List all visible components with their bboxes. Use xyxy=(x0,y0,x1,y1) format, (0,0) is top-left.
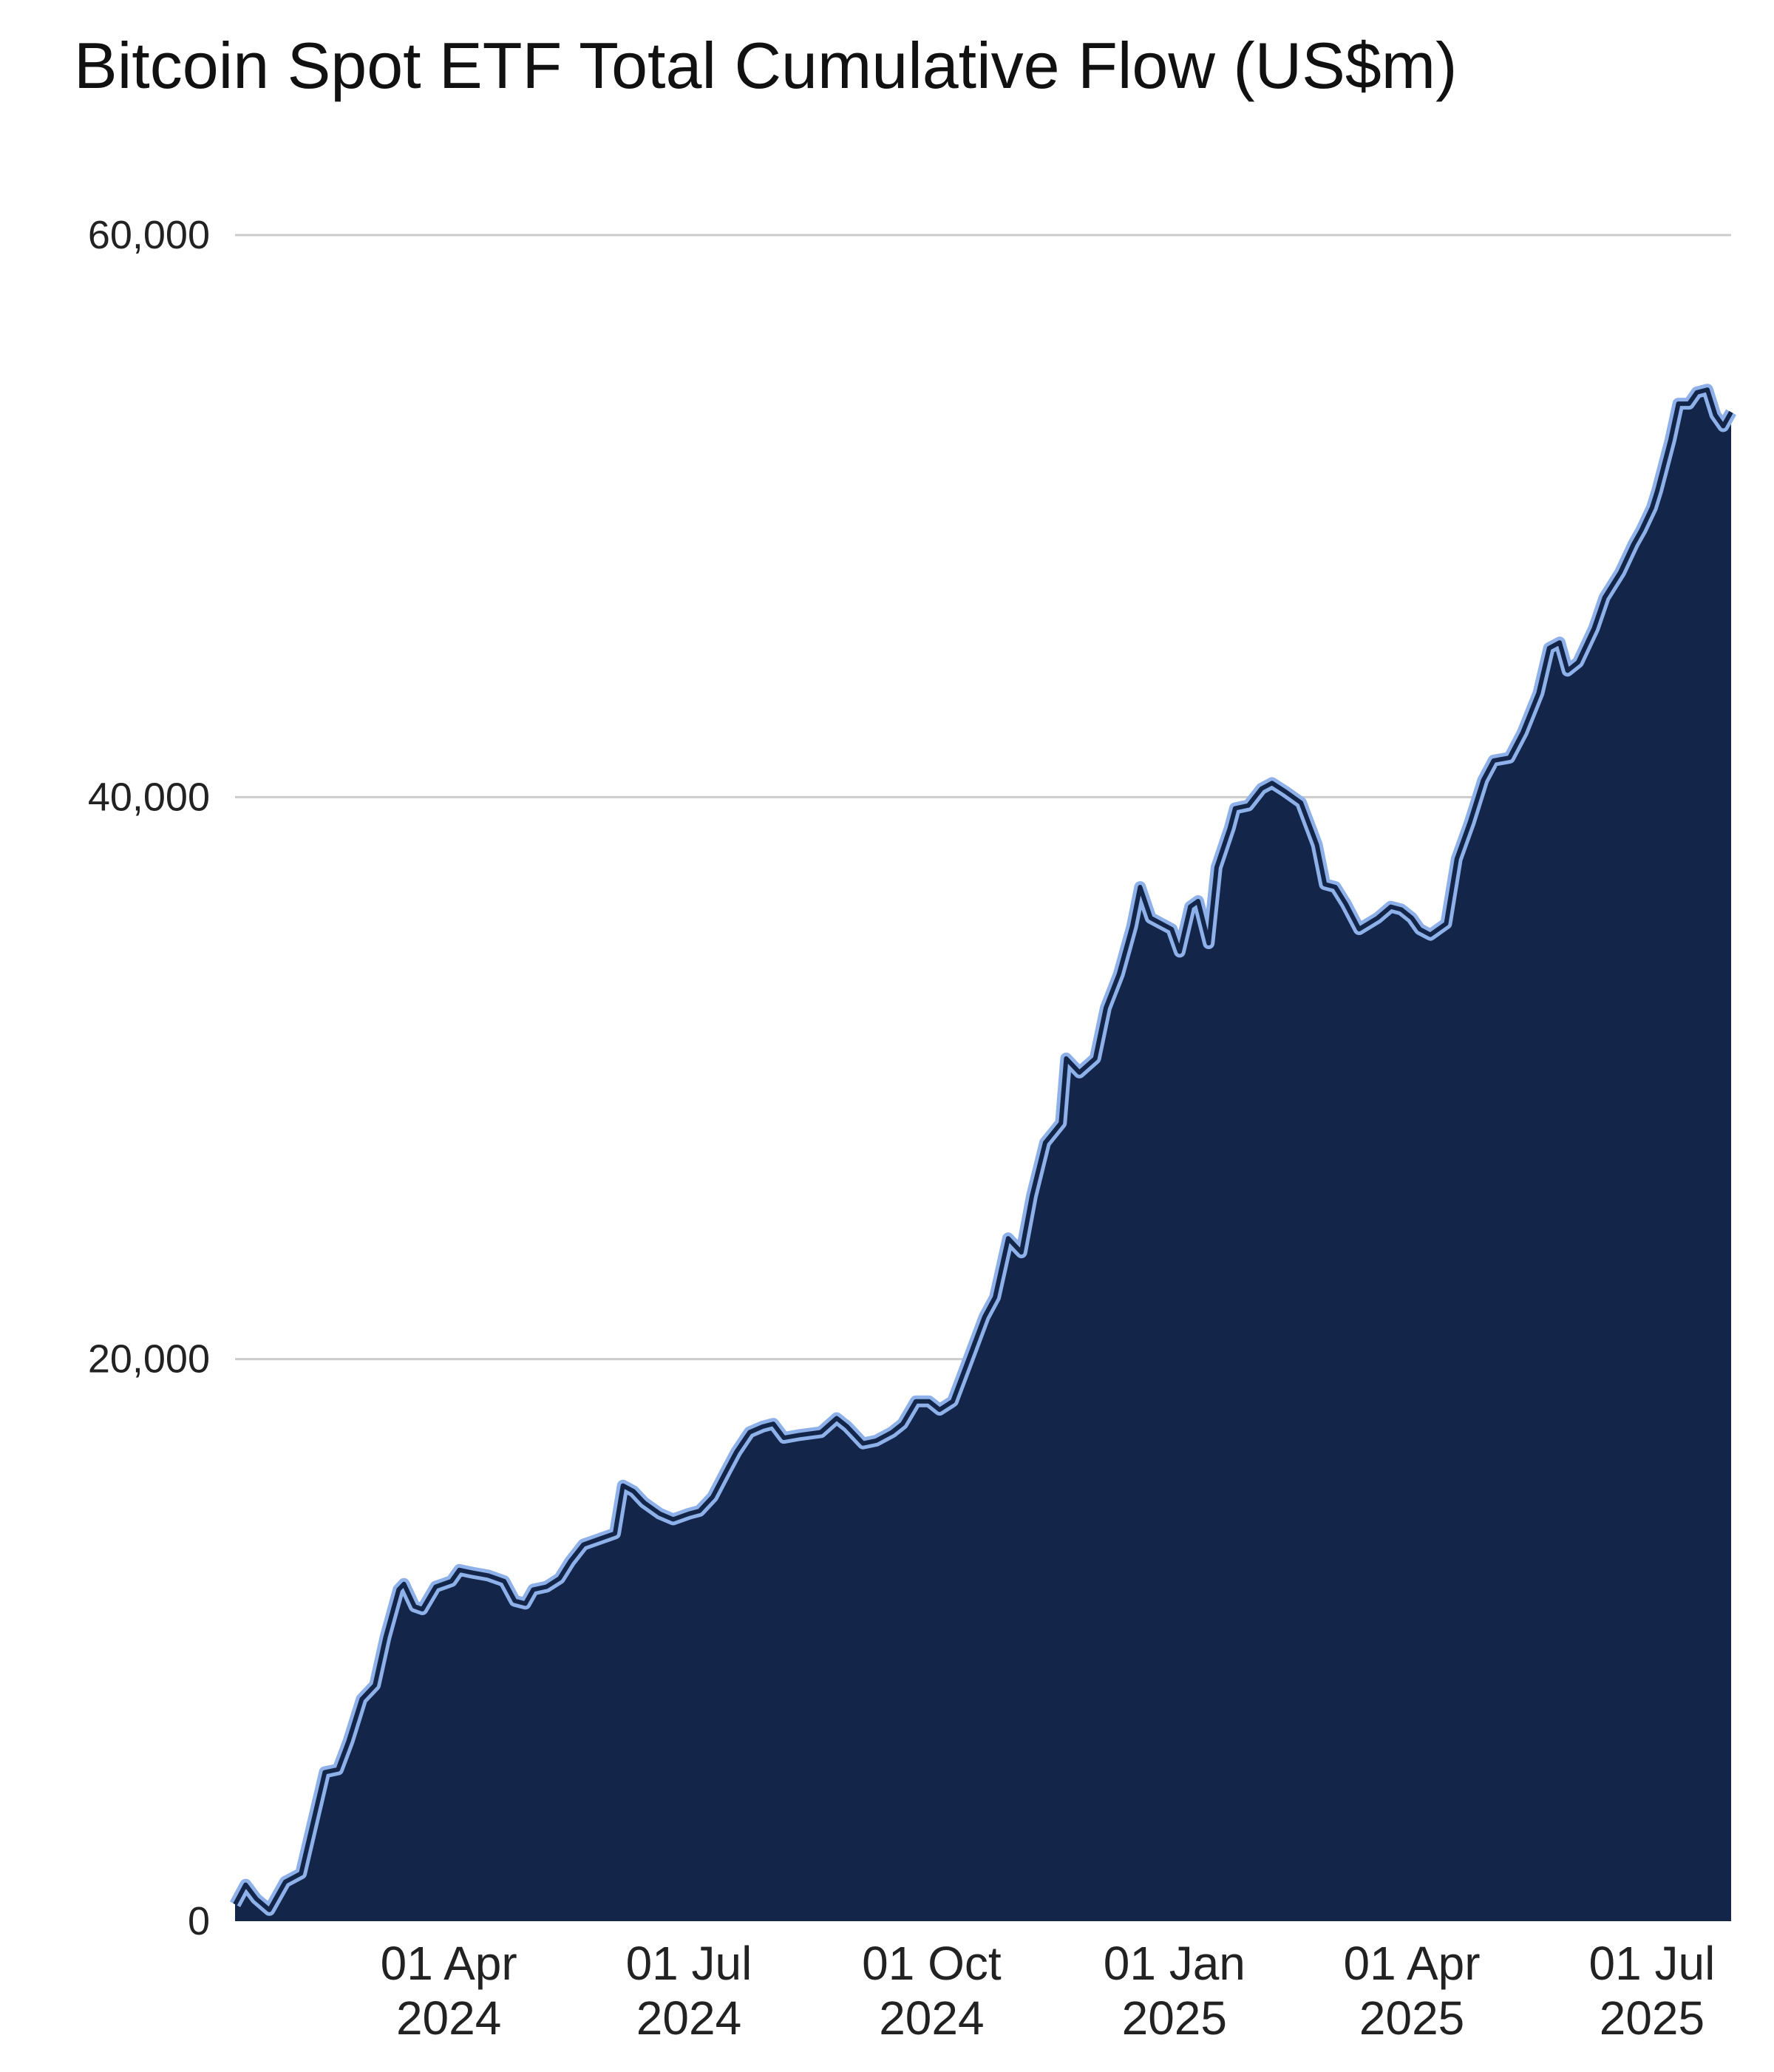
y-tick-label: 20,000 xyxy=(88,1337,210,1382)
area-series xyxy=(229,384,1736,1921)
series-line-inner xyxy=(233,387,1733,1912)
x-tick-label-line1: 01 Oct xyxy=(862,1937,1002,1990)
x-tick-label-line2: 2024 xyxy=(396,1991,501,2045)
x-tick-label-line2: 2024 xyxy=(879,1991,984,2045)
chart-title: Bitcoin Spot ETF Total Cumulative Flow (… xyxy=(74,29,1458,102)
x-tick-label-line1: 01 Jan xyxy=(1104,1937,1245,1990)
x-tick-label-line1: 01 Jul xyxy=(1589,1937,1716,1990)
area-fill xyxy=(235,390,1731,1921)
x-tick-label-line1: 01 Jul xyxy=(626,1937,752,1990)
y-axis-ticks: 0 20,000 40,000 60,000 xyxy=(88,213,210,1943)
x-tick-label-line2: 2025 xyxy=(1122,1991,1227,2045)
y-tick-label: 60,000 xyxy=(88,213,210,257)
y-tick-label: 40,000 xyxy=(88,775,210,819)
x-tick-label-line2: 2025 xyxy=(1600,1991,1705,2045)
y-tick-label: 0 xyxy=(188,1899,210,1943)
x-tick-label-line1: 01 Apr xyxy=(381,1937,517,1990)
x-tick-label-line2: 2024 xyxy=(636,1991,741,2045)
x-tick-label-line2: 2025 xyxy=(1359,1991,1464,2045)
x-tick-label-line1: 01 Apr xyxy=(1344,1937,1481,1990)
